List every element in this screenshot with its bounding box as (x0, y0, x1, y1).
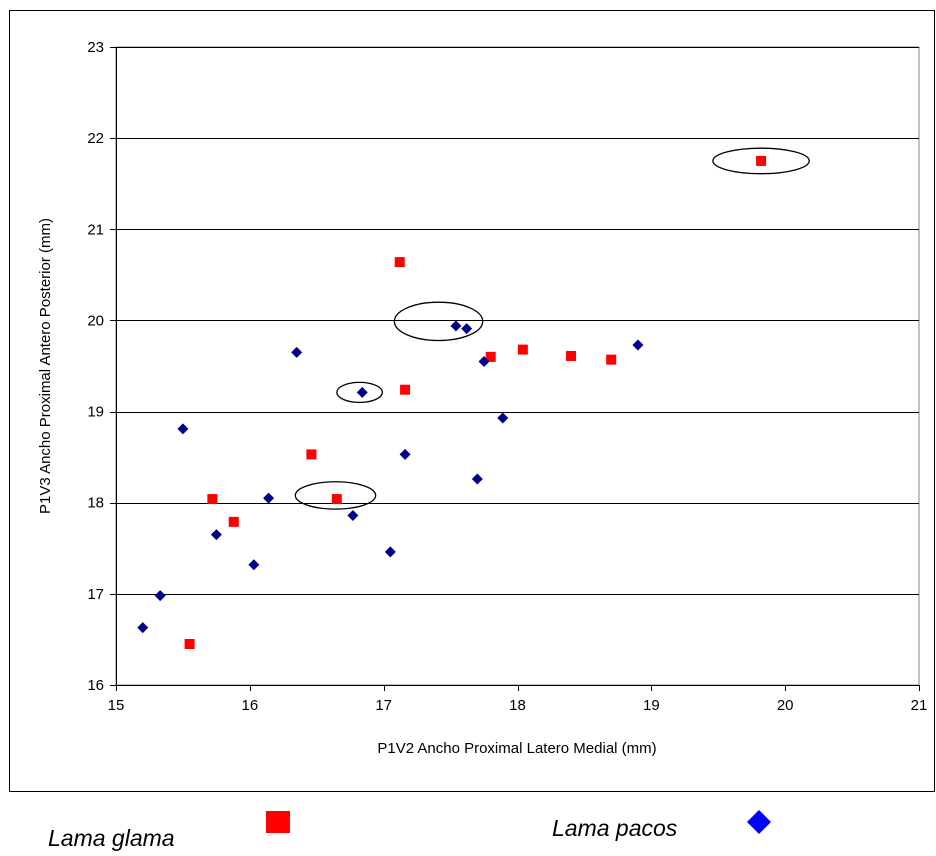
y-tick-label: 23 (87, 39, 104, 56)
point-lama-pacos (154, 590, 166, 602)
y-tick-labels: 16 17 18 19 20 21 22 23 (87, 39, 104, 694)
x-tick-label: 18 (509, 697, 526, 714)
x-tick-label: 16 (241, 697, 258, 714)
highlight-ellipse (336, 381, 383, 404)
x-tick-label: 20 (777, 697, 794, 714)
x-tick-label: 17 (375, 697, 392, 714)
point-lama-glama (400, 384, 411, 395)
point-lama-glama (228, 516, 239, 527)
point-lama-pacos (210, 529, 222, 541)
y-tick-label: 20 (87, 312, 104, 329)
point-lama-pacos (471, 473, 483, 485)
point-lama-glama (485, 351, 496, 362)
point-lama-pacos (399, 448, 411, 460)
x-tick-label: 21 (911, 697, 928, 714)
y-tick-label: 19 (87, 404, 104, 421)
point-lama-glama (756, 155, 767, 166)
annotation-ellipses (294, 147, 810, 510)
y-axis-label: P1V3 Ancho Proximal Antero Posterior (mm… (37, 218, 54, 514)
highlight-ellipse (294, 481, 377, 510)
x-tick-labels: 15 16 17 18 19 20 21 (108, 697, 928, 714)
y-tick-label: 16 (87, 677, 104, 694)
x-axis-label: P1V2 Ancho Proximal Latero Medial (mm) (377, 740, 656, 757)
point-lama-pacos (248, 559, 260, 571)
point-lama-glama (207, 494, 218, 505)
point-lama-pacos (347, 509, 359, 521)
data-points (137, 155, 767, 649)
point-lama-glama (606, 354, 617, 365)
x-tick-label: 15 (108, 697, 125, 714)
highlight-ellipse (712, 147, 810, 175)
point-lama-pacos (263, 492, 275, 504)
y-tick-label: 21 (87, 221, 104, 238)
point-lama-glama (306, 449, 317, 460)
x-tick-label: 19 (643, 697, 660, 714)
legend-marker-lama-glama (266, 811, 290, 833)
gridlines (116, 47, 919, 595)
y-tick-label: 18 (87, 495, 104, 512)
plot-area (115, 46, 920, 686)
point-lama-pacos (177, 423, 189, 435)
legend-marker-lama-pacos (747, 810, 771, 834)
y-tick-label: 17 (87, 586, 104, 603)
point-lama-pacos (384, 546, 396, 558)
point-lama-glama (566, 350, 577, 361)
axes (110, 47, 920, 691)
point-lama-pacos (356, 386, 368, 398)
point-lama-pacos (478, 355, 490, 367)
y-tick-label: 22 (87, 130, 104, 147)
point-lama-pacos (137, 622, 149, 634)
point-lama-pacos (497, 412, 509, 424)
point-lama-pacos (461, 323, 473, 335)
legend-label-lama-pacos: Lama pacos (552, 815, 678, 841)
point-lama-pacos (450, 320, 462, 332)
point-lama-glama (184, 638, 195, 649)
point-lama-glama (331, 494, 342, 505)
point-lama-glama (517, 344, 528, 355)
point-lama-glama (394, 257, 405, 268)
point-lama-pacos (632, 339, 644, 351)
highlight-ellipse (393, 301, 484, 342)
legend-label-lama-glama: Lama glama (48, 825, 175, 851)
legend-markers (266, 810, 771, 834)
point-lama-pacos (291, 346, 303, 358)
